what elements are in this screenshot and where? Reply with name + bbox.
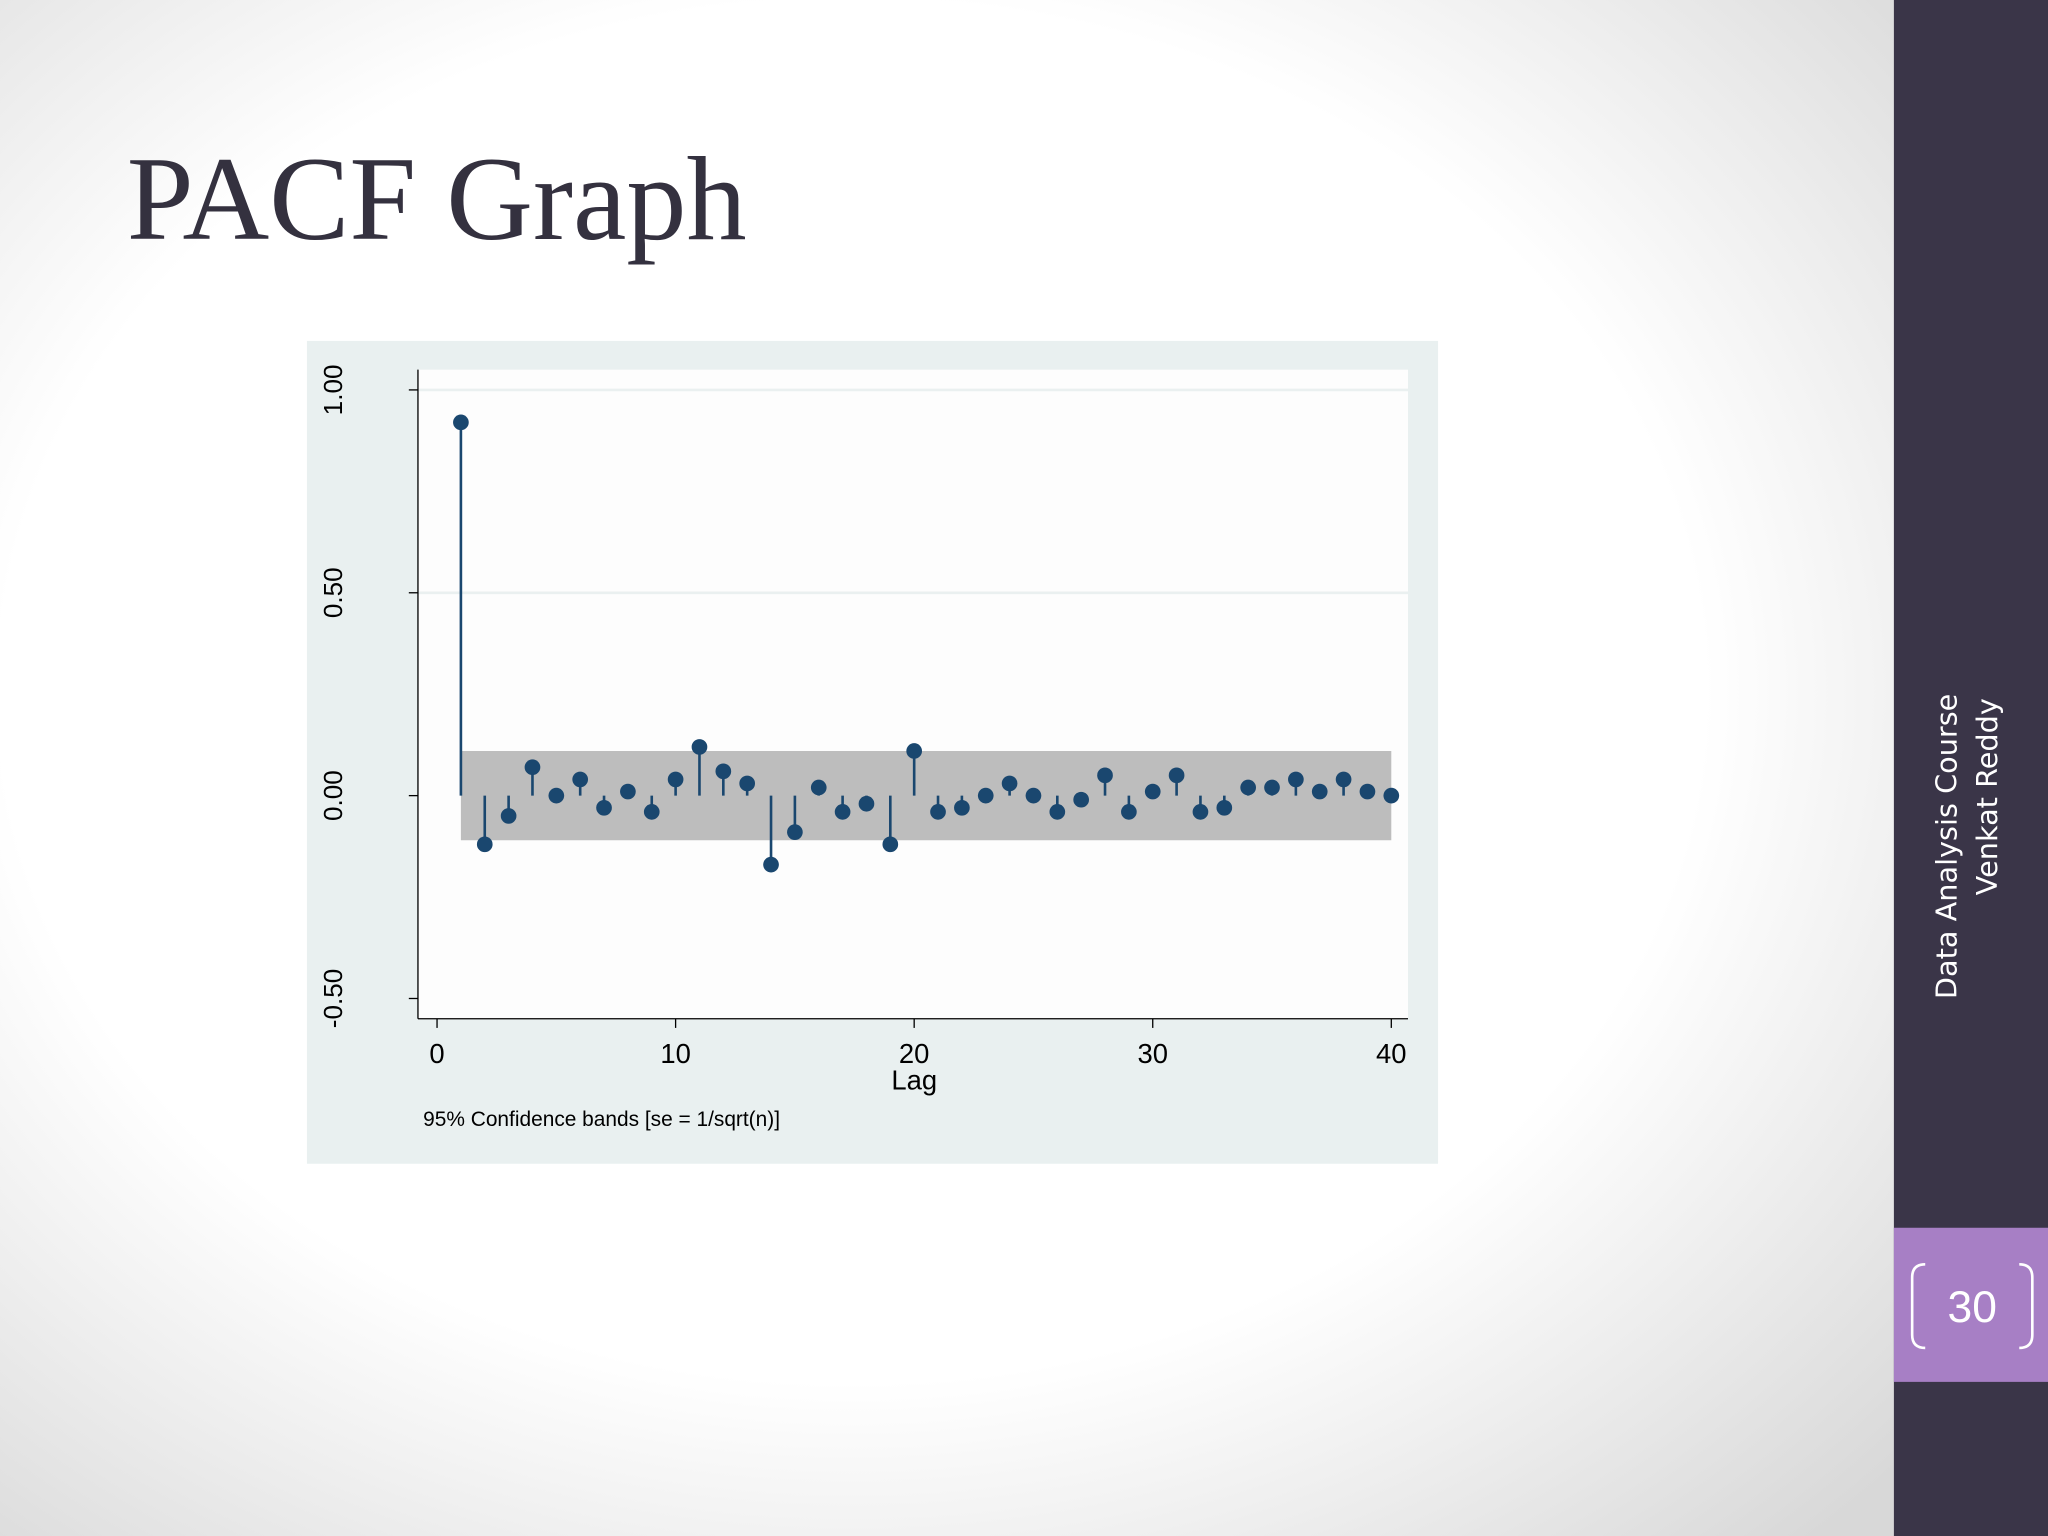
point xyxy=(930,804,946,820)
y-tick-label: 0.00 xyxy=(318,770,348,821)
point xyxy=(810,779,827,796)
point xyxy=(787,824,803,840)
point xyxy=(954,799,970,816)
point xyxy=(1049,804,1066,820)
point xyxy=(596,799,612,816)
point xyxy=(1383,787,1400,804)
x-axis-label: Lag xyxy=(891,1064,937,1095)
confidence-band xyxy=(460,751,1392,841)
point xyxy=(500,808,517,824)
page-number-box xyxy=(1893,1227,2048,1382)
note: 95% Confidence bands [se = 1/sqrt(n)] xyxy=(423,1108,780,1131)
page-number: 30 xyxy=(1948,1283,1997,1332)
point xyxy=(1121,804,1137,820)
point xyxy=(715,763,732,780)
point xyxy=(524,759,541,776)
point xyxy=(1097,767,1113,784)
point xyxy=(691,739,708,755)
point xyxy=(1144,783,1161,800)
point xyxy=(882,836,899,853)
point xyxy=(1240,779,1256,796)
point xyxy=(1335,771,1352,788)
sidebar-text: Data Analysis Course xyxy=(1930,694,1964,999)
point xyxy=(858,795,875,812)
slide-title: PACF Graph xyxy=(127,132,747,265)
point xyxy=(906,743,923,759)
point xyxy=(1359,783,1376,800)
point xyxy=(1073,791,1090,808)
x-tick-label: 30 xyxy=(1137,1038,1167,1069)
point xyxy=(1192,804,1209,820)
page-number-brackets xyxy=(1910,1263,2034,1350)
point xyxy=(548,787,565,804)
x-tick-label: 20 xyxy=(899,1038,929,1069)
point xyxy=(739,775,756,792)
point xyxy=(572,771,589,788)
point xyxy=(620,783,636,800)
chart: -0.50 0.00 0.50 1.00 0 10 20 30 40 Lag 95% Confide… xyxy=(318,365,1408,1131)
point xyxy=(834,804,851,820)
plot-area xyxy=(417,369,1408,1019)
point xyxy=(1288,771,1304,788)
point xyxy=(1168,767,1185,784)
point xyxy=(1216,799,1233,816)
x-tick-label: 0 xyxy=(429,1038,444,1069)
x-tick-label: 40 xyxy=(1376,1038,1406,1069)
point xyxy=(1001,775,1018,792)
point xyxy=(1311,783,1328,800)
sidebar-text: Venkat Reddy xyxy=(1970,698,2004,895)
point xyxy=(763,856,779,873)
y-tick-label: -0.50 xyxy=(318,969,348,1029)
point xyxy=(667,771,684,788)
point xyxy=(476,836,493,853)
point xyxy=(453,414,469,431)
y-tick-label: 1.00 xyxy=(318,365,348,416)
point xyxy=(1264,779,1280,796)
point xyxy=(977,787,994,804)
y-tick-label: 0.50 xyxy=(318,567,348,618)
point xyxy=(643,804,660,820)
x-tick-label: 10 xyxy=(660,1038,690,1069)
point xyxy=(1025,787,1042,804)
